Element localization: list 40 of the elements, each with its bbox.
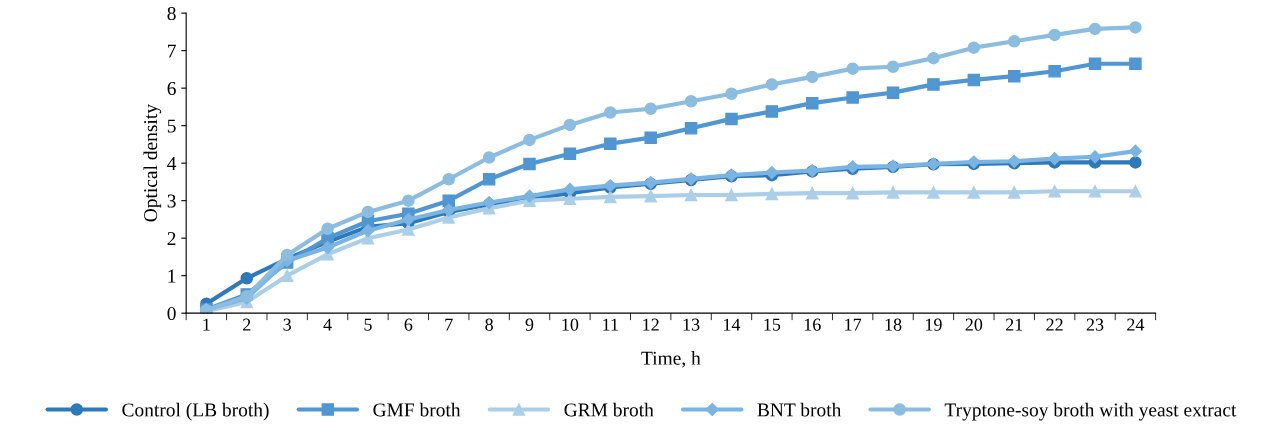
- x-tick-label: 23: [1086, 318, 1104, 331]
- x-tick-label: 5: [364, 318, 372, 331]
- y-tick-label: 6: [167, 82, 176, 96]
- y-tick-label: 0: [167, 306, 176, 321]
- x-tick-label: 16: [804, 318, 821, 331]
- y-tick-label: 4: [167, 157, 177, 170]
- legend-label: BNT broth: [757, 402, 842, 417]
- x-tick-label: 3: [283, 318, 291, 331]
- y-tick-label: 2: [167, 232, 176, 245]
- legend-label: Control (LB broth): [122, 402, 269, 421]
- y-tick-label: 1: [168, 269, 176, 283]
- x-tick-label: 8: [485, 318, 493, 331]
- legend-label: GRM broth: [564, 402, 654, 417]
- x-tick-label: 6: [404, 318, 413, 331]
- y-tick-label: 5: [167, 119, 176, 133]
- x-tick-label: 17: [845, 318, 862, 331]
- x-tick-label: 2: [243, 318, 251, 331]
- x-tick-label: 7: [445, 318, 453, 331]
- y-tick-label: 3: [167, 194, 176, 208]
- x-tick-label: 20: [965, 318, 983, 331]
- x-tick-label: 9: [525, 318, 534, 331]
- y-tick-label: 8: [167, 6, 176, 21]
- y-axis-title: Optical density: [143, 104, 162, 222]
- x-tick-label: 22: [1046, 318, 1063, 331]
- x-tick-label: 4: [323, 318, 332, 331]
- x-tick-label: 18: [885, 318, 902, 331]
- legend-label: Tryptone-soy broth with yeast extract: [944, 402, 1237, 421]
- y-tick-label: 7: [168, 44, 176, 58]
- x-tick-label: 12: [643, 318, 659, 331]
- x-tick-label: 13: [683, 318, 700, 331]
- x-tick-label: 15: [764, 318, 781, 331]
- legend-label: GMF broth: [373, 402, 461, 417]
- x-tick-label: 11: [603, 318, 618, 331]
- x-tick-label: 10: [562, 318, 579, 331]
- x-tick-label: 14: [724, 318, 741, 331]
- x-tick-label: 1: [203, 318, 210, 331]
- x-tick-label: 19: [926, 318, 942, 331]
- x-tick-label: 24: [1127, 318, 1145, 331]
- x-axis-title: Time, h: [641, 351, 701, 368]
- x-tick-label: 21: [1005, 318, 1023, 331]
